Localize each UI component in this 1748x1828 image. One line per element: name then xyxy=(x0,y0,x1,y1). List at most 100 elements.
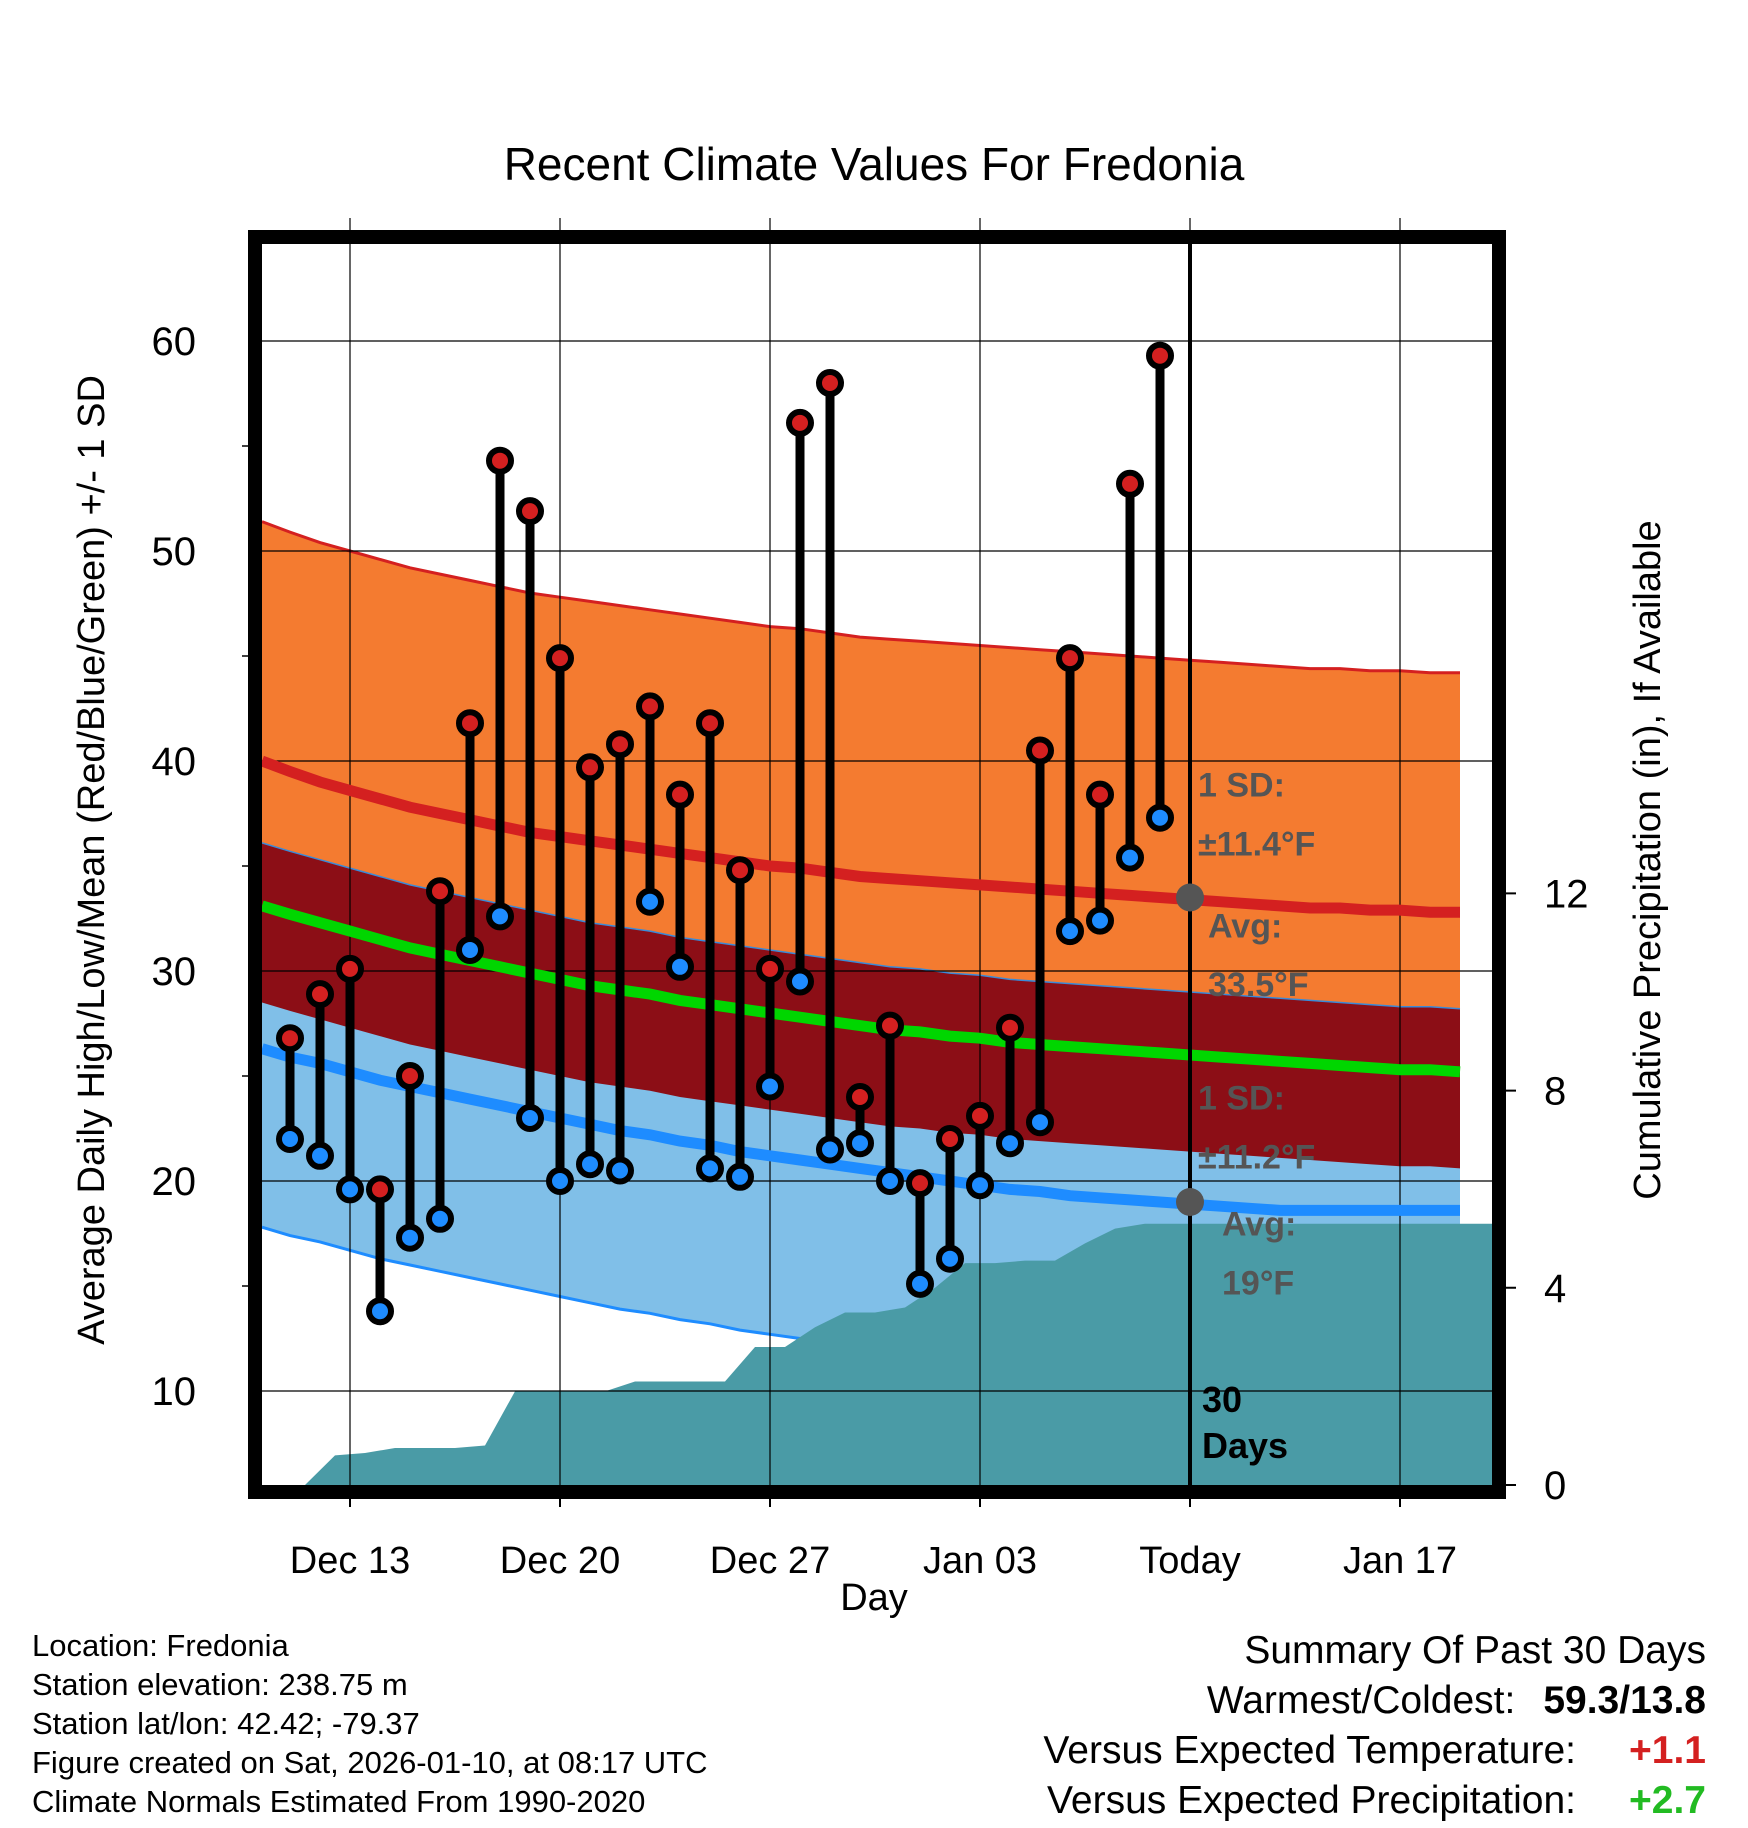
high-sd-label: 1 SD: xyxy=(1198,767,1285,805)
normal-low-line xyxy=(260,1043,1460,1216)
obs-low-point-20 xyxy=(876,1167,904,1195)
obs-low-point-16 xyxy=(756,1072,784,1101)
obs-low-point-28 xyxy=(1116,843,1144,872)
high-avg-value: 33.5°F xyxy=(1208,966,1309,1004)
x-tick-label-1: Dec 20 xyxy=(500,1540,620,1582)
obs-high-point-26 xyxy=(1056,644,1084,673)
y-tick-label-left-1: 20 xyxy=(152,1160,197,1204)
obs-low-point-25 xyxy=(1026,1108,1054,1137)
location-text: Location: Fredonia xyxy=(32,1628,289,1663)
precip-value: +2.7 xyxy=(1629,1779,1706,1822)
precip-label: Versus Expected Precipitation: xyxy=(1047,1779,1576,1822)
obs-low-point-2 xyxy=(336,1175,364,1204)
y-tick-label-right-0: 0 xyxy=(1544,1464,1566,1508)
obs-low-point-8 xyxy=(516,1104,544,1132)
x-tick-label-5: Jan 17 xyxy=(1343,1540,1457,1582)
obs-low-point-17 xyxy=(786,967,814,996)
mean-sd-upper-line xyxy=(261,842,1461,1010)
latlon-text: Station lat/lon: 42.42; -79.37 xyxy=(32,1706,420,1741)
obs-high-point-1 xyxy=(306,980,334,1009)
summary-warmest-row: Warmest/Coldest: 59.3/13.8 xyxy=(806,1676,1706,1726)
plot-frame xyxy=(248,230,1506,1499)
obs-high-point-27 xyxy=(1086,780,1114,809)
obs-high-point-11 xyxy=(606,730,634,759)
high-avg-marker xyxy=(1176,883,1204,912)
x-tick-label-0: Dec 13 xyxy=(290,1540,410,1582)
obs-high-point-29 xyxy=(1146,341,1174,370)
obs-low-point-11 xyxy=(606,1156,634,1185)
high-avg-label: Avg: xyxy=(1208,907,1282,945)
obs-low-point-6 xyxy=(456,936,484,964)
summary-temp-row: Versus Expected Temperature: +1.1 xyxy=(806,1726,1706,1776)
y-tick-label-right-1: 4 xyxy=(1544,1267,1566,1311)
obs-high-point-3 xyxy=(366,1175,394,1204)
axes-layer: Dec 13 Dec 20 Dec 27 Jan 03 Today Jan 17 10 20 3… xyxy=(152,230,1589,1582)
high-sd-value: ±11.4°F xyxy=(1198,826,1315,864)
obs-low-point-5 xyxy=(426,1204,454,1233)
x-tick-label-3: Jan 03 xyxy=(923,1540,1037,1582)
obs-high-point-17 xyxy=(786,408,814,437)
obs-low-point-14 xyxy=(696,1154,724,1183)
warmest-label: Warmest/Coldest: xyxy=(1206,1679,1516,1722)
obs-low-point-27 xyxy=(1086,906,1114,935)
obs-high-point-5 xyxy=(426,877,454,906)
obs-high-point-22 xyxy=(936,1125,964,1153)
y-tick-label-left-0: 10 xyxy=(152,1370,197,1414)
y-tick-label-left-2: 30 xyxy=(152,950,197,994)
created-text: Figure created on Sat, 2026-01-10, at 08… xyxy=(32,1745,708,1780)
y-tick-label-left-3: 40 xyxy=(152,740,197,784)
precip-layer xyxy=(262,1223,1492,1485)
summary-panel: Summary Of Past 30 Days Warmest/Coldest:… xyxy=(806,1626,1706,1826)
station-info: Location: Fredonia Station elevation: 23… xyxy=(32,1626,708,1821)
obs-high-point-16 xyxy=(756,954,784,983)
period-number: 30 xyxy=(1202,1379,1242,1420)
obs-low-point-4 xyxy=(396,1223,424,1252)
annotations-layer: 1 SD: ±11.4°F Avg: 33.5°F 1 SD: ±11.2°F Avg: 19… xyxy=(1176,767,1315,1466)
x-tick-label-4: Today xyxy=(1139,1540,1240,1582)
summary-title: Summary Of Past 30 Days xyxy=(1244,1629,1706,1672)
y-tick-label-right-2: 8 xyxy=(1544,1070,1566,1114)
normals-text: Climate Normals Estimated From 1990-2020 xyxy=(32,1784,646,1819)
obs-low-point-10 xyxy=(576,1150,604,1179)
obs-high-point-23 xyxy=(966,1101,994,1130)
obs-high-point-15 xyxy=(726,856,754,885)
obs-high-point-7 xyxy=(486,446,514,475)
chart-title: Recent Climate Values For Fredonia xyxy=(504,138,1245,190)
obs-low-point-26 xyxy=(1056,917,1084,946)
obs-low-point-21 xyxy=(906,1269,934,1298)
precip-area xyxy=(262,1223,1492,1485)
obs-high-point-4 xyxy=(396,1062,424,1090)
climate-chart: Recent Climate Values For Fredonia 1 SD:… xyxy=(71,138,1669,1619)
obs-high-point-20 xyxy=(876,1011,904,1040)
obs-low-point-13 xyxy=(666,952,694,981)
obs-high-point-8 xyxy=(516,497,544,526)
warmest-value: 59.3/13.8 xyxy=(1543,1679,1706,1722)
temp-label: Versus Expected Temperature: xyxy=(1043,1729,1576,1772)
y-tick-label-left-4: 50 xyxy=(152,530,197,574)
obs-high-point-13 xyxy=(666,780,694,809)
obs-low-point-18 xyxy=(816,1135,844,1164)
obs-high-point-28 xyxy=(1116,469,1144,498)
obs-low-point-9 xyxy=(546,1167,574,1195)
normal-high-line xyxy=(260,755,1460,918)
low-avg-value: 19°F xyxy=(1222,1264,1294,1302)
obs-high-point-0 xyxy=(276,1024,304,1053)
high-sd-upper-line xyxy=(261,520,1460,675)
obs-high-point-6 xyxy=(456,709,484,738)
period-unit: Days xyxy=(1202,1425,1288,1466)
mean-sd-label: 1 SD: xyxy=(1198,1080,1285,1118)
x-tick-label-2: Dec 27 xyxy=(710,1540,830,1582)
temp-value: +1.1 xyxy=(1629,1729,1706,1772)
obs-high-point-25 xyxy=(1026,736,1054,765)
obs-low-point-19 xyxy=(846,1129,874,1158)
obs-high-point-21 xyxy=(906,1169,934,1198)
obs-low-point-12 xyxy=(636,887,664,916)
low-avg-marker xyxy=(1176,1188,1204,1216)
obs-low-point-0 xyxy=(276,1125,304,1153)
obs-high-point-19 xyxy=(846,1083,874,1111)
obs-high-point-2 xyxy=(336,954,364,983)
y-axis-label-right: Cumulative Precipitation (in), If Availa… xyxy=(1627,520,1669,1199)
obs-high-point-12 xyxy=(636,692,664,721)
obs-low-point-29 xyxy=(1146,803,1174,832)
y-tick-label-left-5: 60 xyxy=(152,320,197,364)
